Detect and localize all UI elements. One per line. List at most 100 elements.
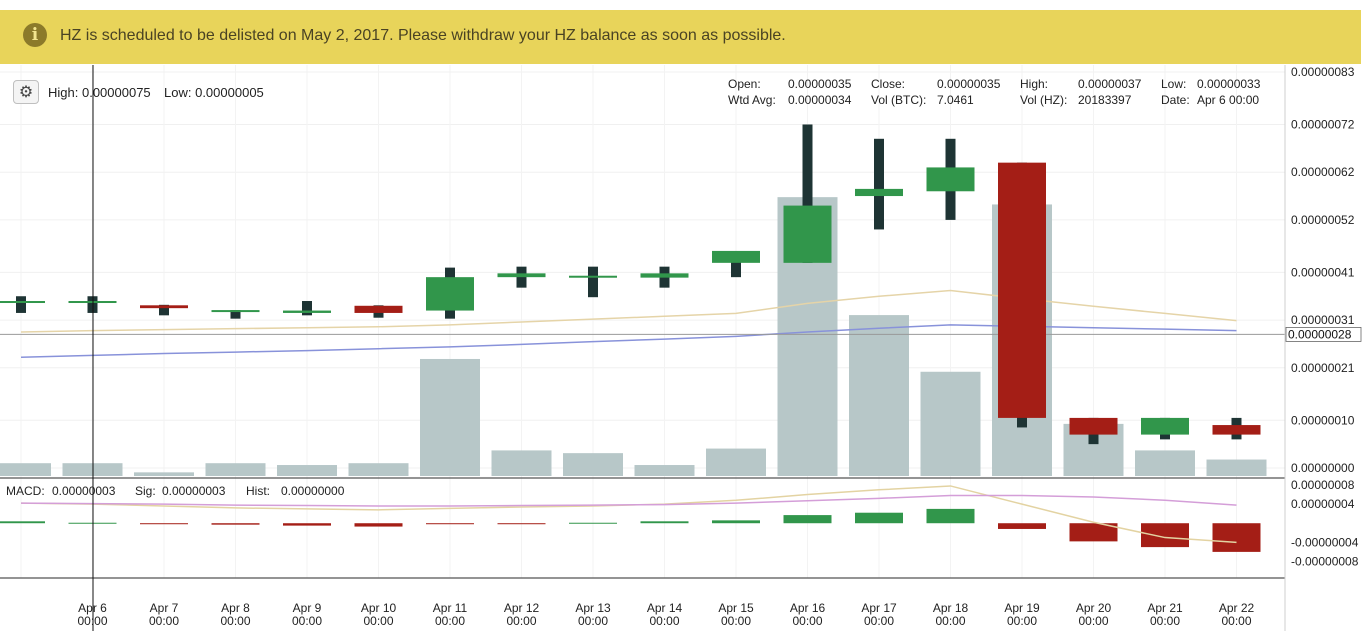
signal-value: 0.00000003 <box>162 484 226 498</box>
close-value: 0.00000035 <box>937 77 1001 91</box>
current-price-box <box>1285 327 1362 342</box>
ema-short-line <box>20 289 1237 333</box>
range-high: High: 0.00000075 <box>48 85 151 100</box>
candle-wick <box>588 266 598 298</box>
candle <box>0 296 45 313</box>
macd-tick-label: 0.00000004 <box>1291 497 1355 511</box>
macd-tick-label: -0.00000008 <box>1291 554 1359 568</box>
candle-body <box>0 301 45 304</box>
price-tick-label: 0.00000052 <box>1291 213 1355 227</box>
candle <box>1212 417 1261 440</box>
time-tick-label: Apr 20 <box>1076 601 1112 615</box>
candle-body <box>211 310 260 313</box>
price-chart[interactable]: 0.00000083 0.00000072 0.00000062 0.00000052… <box>0 65 1366 631</box>
time-tick-label: 00:00 <box>792 614 822 628</box>
price-tick-label: 0.00000021 <box>1291 361 1355 375</box>
macd-hist-bar <box>569 522 617 524</box>
time-tick-label: 00:00 <box>506 614 536 628</box>
time-tick-label: 00:00 <box>1007 614 1037 628</box>
banner-text: HZ is scheduled to be delisted on May 2,… <box>60 27 786 44</box>
candle-body <box>569 275 617 278</box>
candle <box>283 301 331 316</box>
low-label: Low: <box>1161 77 1187 91</box>
candle <box>712 250 760 278</box>
time-tick-label: Apr 12 <box>504 601 540 615</box>
candle-body <box>926 167 975 192</box>
time-tick-label: Apr 17 <box>861 601 897 615</box>
macd-hist-bar <box>0 521 45 524</box>
time-tick-label: Apr 13 <box>575 601 611 615</box>
volume-bar <box>420 358 480 476</box>
volume-bar <box>1206 459 1267 476</box>
time-tick-label: Apr 6 <box>78 601 107 615</box>
price-tick-label: 0.00000062 <box>1291 165 1355 179</box>
candle-body <box>140 305 188 309</box>
chart-area[interactable]: 0.00000083 0.00000072 0.00000062 0.00000052… <box>0 65 1366 631</box>
candle-series <box>0 124 1261 445</box>
price-axis: 0.00000083 0.00000072 0.00000062 0.00000052… <box>1291 65 1355 475</box>
time-tick-label: 00:00 <box>721 614 751 628</box>
price-tick-label: 0.00000041 <box>1291 265 1355 279</box>
time-tick-label: Apr 14 <box>647 601 683 615</box>
candle-wick <box>230 310 241 319</box>
candle <box>140 304 188 316</box>
time-tick-label: Apr 8 <box>221 601 250 615</box>
time-tick-label: Apr 15 <box>718 601 754 615</box>
candle <box>926 138 975 220</box>
date-value: Apr 6 00:00 <box>1197 93 1260 107</box>
time-tick-label: 00:00 <box>649 614 679 628</box>
volume-bar <box>134 472 194 476</box>
volume-bar <box>0 463 51 476</box>
close-label: Close: <box>871 77 906 91</box>
time-tick-label: 00:00 <box>363 614 393 628</box>
volume-bar <box>277 465 337 476</box>
time-tick-label: 00:00 <box>1221 614 1251 628</box>
time-tick-label: Apr 11 <box>433 601 468 615</box>
current-price-label: 0.00000028 <box>1288 327 1352 341</box>
vol-btc-label: Vol (BTC): <box>871 93 927 107</box>
candle-wick <box>159 304 169 316</box>
candle-body <box>783 205 832 263</box>
macd-value: 0.00000003 <box>52 484 116 498</box>
candle-body <box>354 305 403 313</box>
time-tick-label: 00:00 <box>578 614 608 628</box>
volume-bar <box>920 371 981 476</box>
volume-bar <box>205 463 266 476</box>
macd-hist-bar <box>998 523 1046 529</box>
candle-body <box>855 188 903 197</box>
grid <box>0 65 1285 578</box>
time-tick-label: Apr 18 <box>933 601 969 615</box>
gear-icon[interactable]: ⚙ <box>13 80 39 104</box>
candle <box>783 124 832 263</box>
range-low: Low: 0.00000005 <box>164 85 264 100</box>
time-tick-label: 00:00 <box>435 614 465 628</box>
candle-body <box>426 277 474 311</box>
low-value: 0.00000033 <box>1197 77 1261 91</box>
vol-hz-value: 20183397 <box>1078 93 1132 107</box>
candle-body <box>1212 425 1261 435</box>
candle-wick <box>731 253 741 278</box>
time-tick-label: 00:00 <box>935 614 965 628</box>
wtd-avg-label: Wtd Avg: <box>728 93 776 107</box>
candle-wick <box>302 301 312 316</box>
macd-hist-bar <box>712 520 760 524</box>
volume-bar <box>849 315 909 476</box>
volume-bar <box>491 450 552 476</box>
open-value: 0.00000035 <box>788 77 852 91</box>
vol-hz-label: Vol (HZ): <box>1020 93 1068 107</box>
macd-hist-bar <box>1212 523 1261 552</box>
macd-hist-bar <box>426 523 474 525</box>
wtd-avg-value: 0.00000034 <box>788 93 852 107</box>
price-tick-label: 0.00000000 <box>1291 461 1355 475</box>
candle-body <box>497 273 546 278</box>
macd-hist-bar <box>926 508 975 524</box>
macd-hist-bar <box>283 523 331 526</box>
time-tick-label: Apr 21 <box>1147 601 1183 615</box>
macd-label: MACD: <box>6 484 45 498</box>
candle-wick <box>874 138 884 230</box>
time-tick-label: 00:00 <box>864 614 894 628</box>
candle <box>354 305 403 318</box>
high-value: 0.00000037 <box>1078 77 1142 91</box>
macd-hist-bar <box>211 523 260 525</box>
